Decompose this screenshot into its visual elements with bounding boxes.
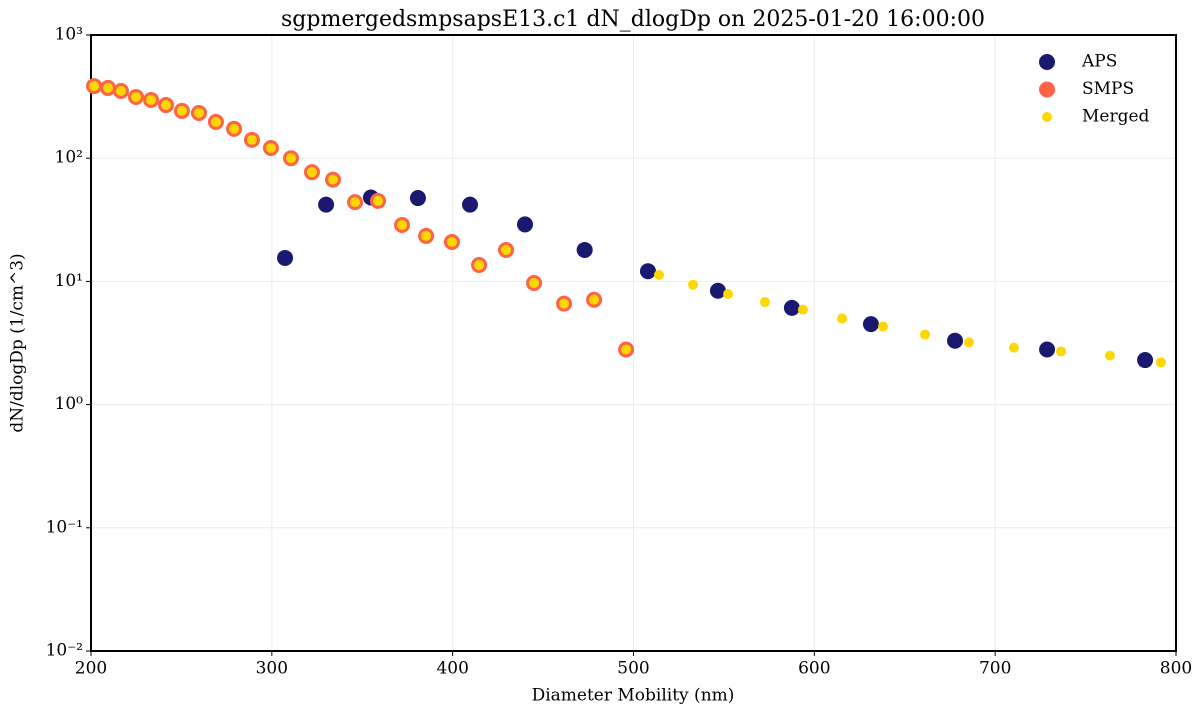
x-tick-label: 700 <box>979 659 1011 679</box>
point <box>446 236 457 247</box>
point <box>1008 342 1019 353</box>
legend-marker <box>1042 112 1052 122</box>
point <box>350 197 361 208</box>
x-tick-label: 800 <box>1160 659 1192 679</box>
point <box>318 196 335 213</box>
point <box>783 299 800 316</box>
legend-label: Merged <box>1082 107 1150 127</box>
point <box>131 91 142 102</box>
legend-marker <box>1039 54 1055 70</box>
point <box>327 174 338 185</box>
point <box>372 195 383 206</box>
point <box>878 321 889 332</box>
point <box>277 249 294 266</box>
point <box>102 82 113 93</box>
point <box>621 344 632 355</box>
point <box>963 337 974 348</box>
point <box>1104 350 1115 361</box>
point <box>837 313 848 324</box>
point <box>797 304 808 315</box>
point <box>474 259 485 270</box>
point <box>161 100 172 111</box>
point <box>687 279 698 290</box>
point <box>462 196 479 213</box>
point <box>517 216 533 233</box>
point <box>1039 341 1056 358</box>
point <box>193 107 204 118</box>
point <box>286 153 297 164</box>
point <box>1137 352 1154 369</box>
y-tick-label: 10¹ <box>55 271 83 291</box>
point <box>146 94 157 105</box>
x-tick-label: 300 <box>256 659 288 679</box>
point <box>265 143 276 154</box>
x-tick-label: 400 <box>436 659 468 679</box>
legend-marker <box>1039 81 1055 98</box>
point <box>116 86 127 97</box>
point <box>589 294 600 305</box>
point <box>229 123 240 134</box>
point <box>947 332 964 349</box>
x-tick-label: 500 <box>617 659 649 679</box>
point <box>920 329 931 340</box>
chart-title: sgpmergedsmpsapsE13.c1 dN_dlogDp on 2025… <box>281 7 985 32</box>
y-tick-label: 10³ <box>55 25 83 45</box>
point <box>559 298 570 309</box>
point <box>421 230 432 241</box>
point <box>89 81 100 92</box>
point <box>529 278 540 289</box>
point <box>1055 346 1066 357</box>
y-tick-label: 10⁻¹ <box>46 517 83 537</box>
point <box>639 263 656 280</box>
point <box>176 105 187 116</box>
point <box>723 289 734 300</box>
y-tick-label: 10⁰ <box>55 394 84 414</box>
legend-label: APS <box>1081 52 1117 72</box>
point <box>306 167 317 178</box>
point <box>246 134 257 145</box>
y-axis-label: dN/dlogDp (1/cm^3) <box>8 253 28 432</box>
point <box>501 244 512 255</box>
y-tick-label: 10⁻² <box>46 641 83 661</box>
x-axis-label: Diameter Mobility (nm) <box>532 686 735 706</box>
point <box>576 241 593 258</box>
point <box>1155 357 1166 368</box>
plot-frame <box>90 34 1177 652</box>
x-tick-label: 200 <box>75 659 107 679</box>
point <box>653 269 664 280</box>
legend-label: SMPS <box>1082 79 1134 99</box>
x-tick-label: 600 <box>798 659 830 679</box>
point <box>397 219 408 230</box>
point <box>709 282 726 299</box>
point <box>759 297 770 308</box>
point <box>210 116 221 127</box>
y-tick-label: 10² <box>55 148 83 168</box>
point <box>409 190 426 207</box>
point <box>862 316 879 333</box>
